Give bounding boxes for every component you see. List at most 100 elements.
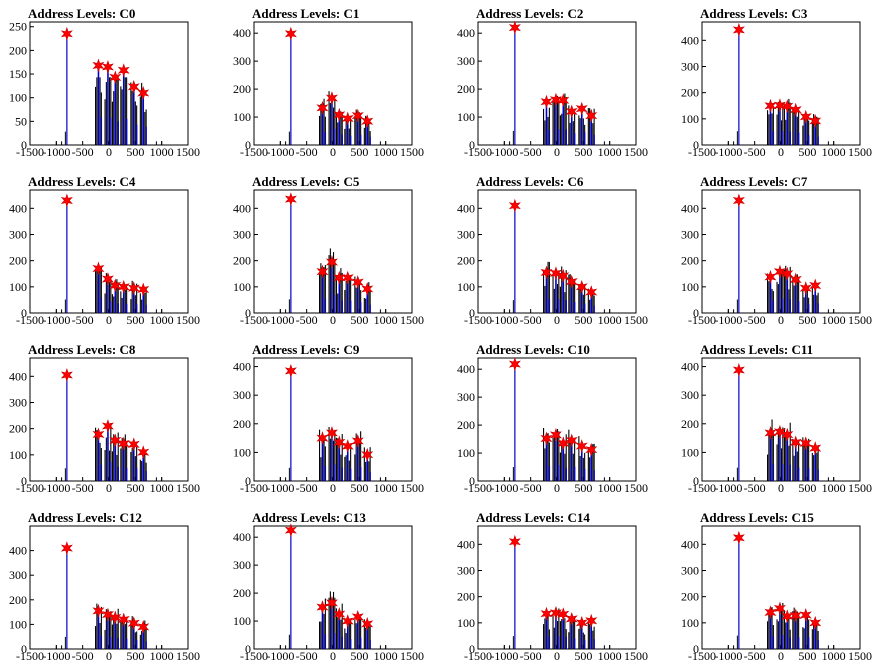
peak-marker — [549, 92, 562, 107]
y-tick-label: 0 — [245, 642, 251, 656]
y-tick-label: 300 — [233, 558, 251, 572]
y-tick-label: 200 — [681, 590, 699, 604]
y-tick-label: 200 — [681, 86, 699, 100]
chart-title: Address Levels: C5 — [252, 174, 360, 189]
peak-marker — [127, 437, 140, 452]
y-tick-label: 300 — [9, 227, 27, 241]
y-tick-label: 300 — [681, 388, 699, 402]
peak-marker — [109, 610, 122, 625]
x-tick-label: 0 — [106, 313, 112, 327]
chart-panel-7: Address Levels: C7 0 100 200 300 400 -1500 -100… — [672, 168, 896, 336]
x-tick-label: -1000 — [266, 145, 294, 159]
x-tick-label: 1500 — [624, 145, 648, 159]
peak-marker — [565, 104, 578, 119]
peak-marker — [799, 608, 812, 622]
peak-marker — [351, 609, 364, 624]
x-tick-label: -1500 — [464, 313, 492, 327]
x-tick-label: 1000 — [150, 145, 174, 159]
y-tick-label: 200 — [9, 254, 27, 268]
y-tick-label: 200 — [9, 422, 27, 436]
x-tick-label: 500 — [126, 313, 144, 327]
chart-title: Address Levels: C2 — [476, 6, 583, 21]
chart-title: Address Levels: C1 — [252, 6, 359, 21]
chart-svg: Address Levels: C10 0 100 200 300 400 -1500-10… — [457, 342, 648, 495]
peak-marker — [101, 607, 114, 622]
peak-marker — [764, 269, 777, 284]
peak-marker — [316, 264, 329, 279]
chart-panel-5: Address Levels: C5 0 100 200 300 400 -1500 -100… — [224, 168, 448, 336]
peak-marker — [773, 424, 786, 439]
peak-marker — [508, 534, 521, 549]
peak-marker — [101, 59, 114, 74]
peak-marker — [773, 264, 786, 279]
peak-marker — [361, 447, 374, 462]
chart-svg: Address Levels: C3 0 100 200 300 400 -1500-100… — [681, 6, 872, 159]
x-tick-label: 500 — [574, 649, 592, 663]
peak-marker — [773, 98, 786, 113]
x-tick-label: 1000 — [150, 649, 174, 663]
peak-marker — [508, 198, 521, 213]
x-tick-label: -1000 — [42, 313, 70, 327]
y-tick-label: 300 — [457, 390, 475, 404]
x-tick-label: -1500 — [240, 313, 268, 327]
chart-panel-4: Address Levels: C4 0 100 200 300 400 -1500 -100… — [0, 168, 224, 336]
chart-svg: Address Levels: C2 0 100 200 300 400 -1500-100… — [457, 6, 648, 159]
x-tick-label: -1500 — [688, 481, 716, 495]
x-tick-label: -500 — [296, 649, 318, 663]
x-tick-label: 500 — [798, 481, 816, 495]
peak-marker — [284, 363, 297, 378]
peak-marker — [109, 70, 122, 85]
histogram-bins — [503, 30, 611, 145]
y-tick-label: 400 — [9, 201, 27, 215]
y-tick-label: 200 — [233, 417, 251, 431]
x-tick-label: -1000 — [42, 145, 70, 159]
x-tick-label: -500 — [520, 481, 542, 495]
histogram-bins — [727, 203, 835, 313]
x-tick-label: 0 — [778, 145, 784, 159]
chart-svg: Address Levels: C15 0 100 200 300 400 -1500-10… — [681, 510, 872, 663]
y-tick-label: 400 — [457, 26, 475, 40]
chart-panel-0: Address Levels: C0 0 50 100 150 200 250 -1500 -1… — [0, 0, 224, 168]
peak-marker — [781, 427, 794, 442]
x-tick-label: -1500 — [240, 481, 268, 495]
x-tick-label: 1000 — [822, 145, 846, 159]
peak-marker — [549, 605, 562, 620]
peak-marker — [341, 111, 354, 126]
x-tick-label: 1500 — [848, 481, 872, 495]
y-tick-label: 200 — [457, 254, 475, 268]
x-tick-label: -1000 — [266, 313, 294, 327]
x-tick-label: -1000 — [490, 649, 518, 663]
peak-marker — [789, 272, 802, 287]
x-tick-label: 1500 — [400, 649, 424, 663]
peak-marker — [117, 63, 130, 78]
y-tick-label: 300 — [233, 227, 251, 241]
peak-marker — [284, 523, 297, 538]
histogram-bins — [727, 540, 835, 649]
x-tick-label: -1000 — [490, 145, 518, 159]
x-tick-label: -500 — [744, 649, 766, 663]
x-tick-label: -1000 — [490, 481, 518, 495]
peak-marker — [540, 431, 553, 446]
x-tick-label: 1500 — [176, 481, 200, 495]
x-tick-label: 1000 — [822, 313, 846, 327]
y-tick-label: 0 — [469, 642, 475, 656]
x-tick-label: 500 — [350, 313, 368, 327]
peak-marker — [60, 193, 73, 208]
x-tick-label: 1000 — [822, 481, 846, 495]
chart-title: Address Levels: C14 — [476, 510, 590, 525]
peak-marker — [557, 93, 570, 108]
chart-title: Address Levels: C11 — [700, 342, 813, 357]
peak-marker — [809, 113, 822, 128]
y-tick-label: 300 — [233, 54, 251, 68]
x-tick-label: -500 — [520, 313, 542, 327]
chart-panel-2: Address Levels: C2 0 100 200 300 400 -1500 -100… — [448, 0, 672, 168]
chart-svg: Address Levels: C9 0 100 200 300 400 -1500-100… — [233, 342, 424, 495]
peak-marker — [565, 433, 578, 448]
peak-marker — [549, 266, 562, 281]
x-tick-label: 0 — [778, 649, 784, 663]
x-tick-label: 1500 — [400, 313, 424, 327]
histogram-bins — [279, 373, 387, 481]
peak-marker — [585, 285, 598, 300]
peak-marker — [764, 605, 777, 620]
